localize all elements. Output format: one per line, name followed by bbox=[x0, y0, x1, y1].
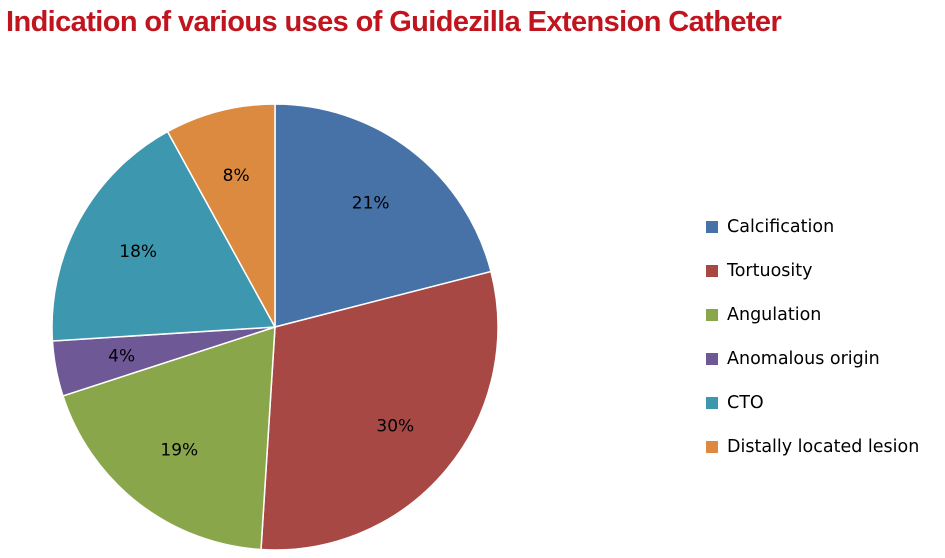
legend-swatch bbox=[706, 397, 718, 409]
pie-slice-cto bbox=[51, 130, 277, 342]
data-label-calcification: 21% bbox=[352, 194, 390, 214]
legend-item-anomalous-origin: Anomalous origin bbox=[706, 337, 919, 381]
data-label-anomalous-origin: 4% bbox=[108, 346, 135, 366]
legend-label: Angulation bbox=[727, 305, 822, 325]
legend-label: Tortuosity bbox=[727, 261, 813, 281]
pie-slice-angulation bbox=[61, 325, 276, 551]
legend-item-angulation: Angulation bbox=[706, 293, 919, 337]
data-label-distally-located-lesion: 8% bbox=[223, 166, 250, 186]
legend-label: CTO bbox=[727, 393, 764, 413]
chart-legend: Calcification Tortuosity Angulation Anomalo… bbox=[706, 205, 919, 469]
legend-item-cto: CTO bbox=[706, 381, 919, 425]
legend-swatch bbox=[706, 221, 718, 233]
data-label-tortuosity: 30% bbox=[376, 417, 414, 437]
legend-swatch bbox=[706, 441, 718, 453]
legend-item-distally-located-lesion: Distally located lesion bbox=[706, 425, 919, 469]
data-label-cto: 18% bbox=[119, 242, 157, 262]
legend-item-calcification: Calcification bbox=[706, 205, 919, 249]
pie-slice-calcification bbox=[274, 103, 492, 328]
pie-slice-tortuosity bbox=[260, 270, 499, 551]
data-label-angulation: 19% bbox=[160, 440, 198, 460]
chart-title: Indication of various uses of Guidezilla… bbox=[6, 6, 782, 38]
legend-swatch bbox=[706, 309, 718, 321]
legend-swatch bbox=[706, 265, 718, 277]
legend-label: Distally located lesion bbox=[727, 437, 920, 457]
legend-item-tortuosity: Tortuosity bbox=[706, 249, 919, 293]
legend-label: Anomalous origin bbox=[727, 349, 880, 369]
legend-swatch bbox=[706, 353, 718, 365]
pie-slice-distally-located-lesion bbox=[166, 103, 276, 328]
legend-label: Calcification bbox=[727, 217, 835, 237]
